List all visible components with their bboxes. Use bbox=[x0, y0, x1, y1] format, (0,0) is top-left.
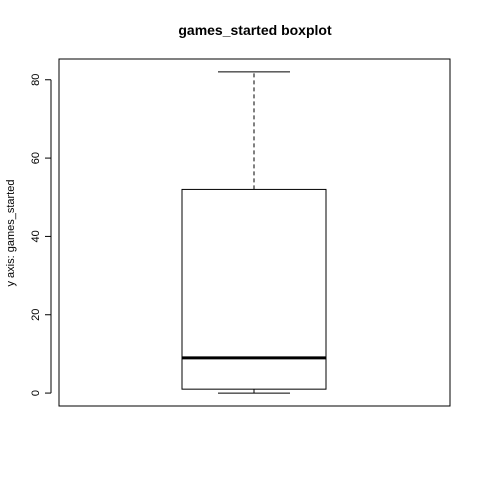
iqr-box bbox=[181, 188, 327, 390]
y-tick-label: 60 bbox=[30, 152, 42, 164]
y-tick-label: 20 bbox=[30, 309, 42, 321]
chart-title: games_started boxplot bbox=[178, 22, 332, 38]
y-axis: 0 20 40 60 80 bbox=[30, 74, 52, 396]
y-tick-label: 40 bbox=[30, 230, 42, 242]
y-axis-label: y axis: games_started bbox=[5, 180, 17, 287]
y-tick-label: 0 bbox=[30, 390, 42, 396]
plot-frame bbox=[58, 58, 451, 407]
y-tick-label: 80 bbox=[30, 74, 42, 86]
box-plot bbox=[181, 71, 327, 394]
